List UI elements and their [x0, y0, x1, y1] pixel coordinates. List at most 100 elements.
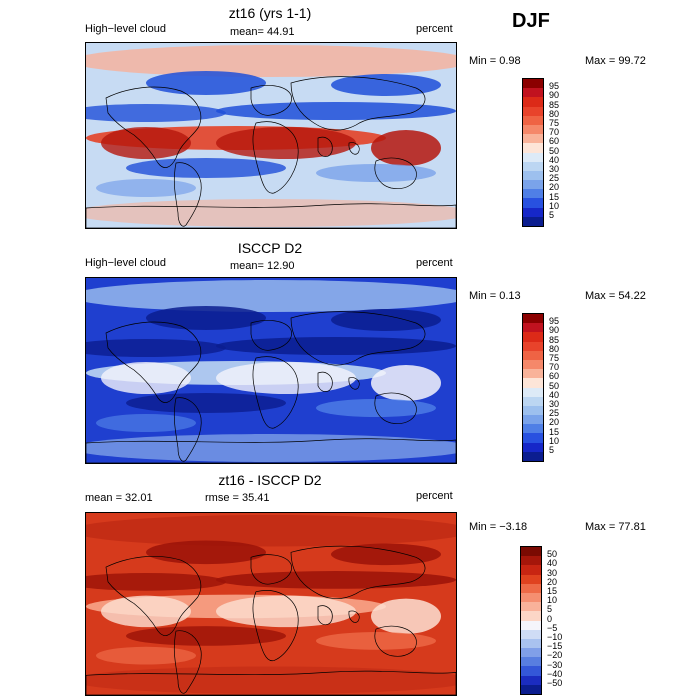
colorbar-cell — [523, 433, 543, 442]
panel-2-title: ISCCP D2 — [85, 240, 455, 256]
panel-2-units: percent — [416, 257, 453, 269]
panel-2-colorbar — [522, 313, 544, 462]
panel-3-max: Max = 77.81 — [585, 521, 646, 533]
field-contour — [316, 164, 436, 182]
field-contour — [216, 571, 456, 589]
colorbar-cell — [523, 180, 543, 189]
colorbar-cell — [523, 116, 543, 125]
colorbar-cell — [523, 406, 543, 415]
colorbar-cell — [521, 630, 541, 639]
field-contour — [86, 280, 456, 312]
panel-3-title: zt16 - ISCCP D2 — [85, 472, 455, 488]
panel-1-colorbar — [522, 78, 544, 227]
colorbar-cell — [521, 611, 541, 620]
colorbar-cell — [521, 565, 541, 574]
panel-1-stat: mean= 44.91 — [230, 26, 295, 38]
field-contour — [331, 543, 441, 565]
colorbar-cell — [523, 134, 543, 143]
season-label: DJF — [512, 10, 550, 33]
colorbar-cell — [523, 397, 543, 406]
panel-2-stat: mean= 12.90 — [230, 260, 295, 272]
field-contour — [331, 74, 441, 96]
colorbar-cell — [523, 107, 543, 116]
colorbar-cell — [523, 342, 543, 351]
map-svg — [86, 278, 456, 463]
colorbar-cell — [523, 415, 543, 424]
field-contour — [216, 102, 456, 120]
colorbar-cell — [523, 88, 543, 97]
field-contour — [86, 515, 456, 546]
field-contour — [146, 541, 266, 565]
colorbar-tick-label: 5 — [549, 445, 554, 455]
colorbar-cell — [523, 424, 543, 433]
field-contour — [316, 632, 436, 650]
colorbar-cell — [523, 171, 543, 180]
panel-3-mean: mean = 32.01 — [85, 492, 153, 504]
colorbar-cell — [523, 217, 543, 226]
colorbar-cell — [521, 575, 541, 584]
panel-2-variable: High−level cloud — [85, 257, 166, 269]
colorbar-cell — [523, 369, 543, 378]
field-contour — [86, 434, 456, 462]
colorbar-cell — [521, 621, 541, 630]
field-contour — [216, 362, 356, 394]
colorbar-cell — [523, 332, 543, 341]
colorbar-cell — [521, 676, 541, 685]
colorbar-cell — [521, 547, 541, 556]
colorbar-cell — [523, 452, 543, 461]
colorbar-cell — [523, 314, 543, 323]
colorbar-cell — [521, 648, 541, 657]
field-contour — [96, 647, 196, 665]
panel-1-units: percent — [416, 23, 453, 35]
panel-1-title: zt16 (yrs 1-1) — [85, 5, 455, 21]
colorbar-tick-label: 5 — [549, 210, 554, 220]
field-contour — [316, 399, 436, 417]
colorbar-cell — [521, 639, 541, 648]
colorbar-cell — [523, 351, 543, 360]
field-contour — [216, 337, 456, 355]
field-contour — [216, 127, 356, 159]
colorbar-cell — [521, 685, 541, 694]
colorbar-cell — [523, 378, 543, 387]
panel-1-max: Max = 99.72 — [585, 55, 646, 67]
colorbar-cell — [523, 143, 543, 152]
field-contour — [126, 158, 286, 178]
map-svg — [86, 43, 456, 228]
field-contour — [216, 596, 356, 627]
map-svg — [86, 513, 456, 695]
field-contour — [86, 666, 456, 694]
colorbar-cell — [521, 584, 541, 593]
panel-1-map — [85, 42, 457, 229]
panel-3-units: percent — [416, 490, 453, 502]
colorbar-cell — [523, 388, 543, 397]
field-contour — [126, 393, 286, 413]
panel-3-min: Min = −3.18 — [469, 521, 527, 533]
field-contour — [86, 45, 456, 77]
field-contour — [86, 199, 456, 227]
colorbar-cell — [523, 97, 543, 106]
panel-2-max: Max = 54.22 — [585, 290, 646, 302]
field-contour — [96, 179, 196, 197]
field-contour — [146, 306, 266, 330]
panel-2-min: Min = 0.13 — [469, 290, 521, 302]
colorbar-cell — [521, 657, 541, 666]
panel-2-map — [85, 277, 457, 464]
field-contour — [96, 414, 196, 432]
panel-3-rmse: rmse = 35.41 — [205, 492, 270, 504]
panel-3-map — [85, 512, 457, 696]
colorbar-cell — [523, 360, 543, 369]
colorbar-cell — [523, 323, 543, 332]
panel-1-min: Min = 0.98 — [469, 55, 521, 67]
colorbar-cell — [523, 162, 543, 171]
colorbar-cell — [523, 153, 543, 162]
colorbar-cell — [523, 189, 543, 198]
colorbar-cell — [523, 443, 543, 452]
field-contour — [146, 71, 266, 95]
colorbar-cell — [521, 602, 541, 611]
colorbar-cell — [523, 79, 543, 88]
colorbar-cell — [521, 593, 541, 602]
colorbar-cell — [523, 125, 543, 134]
colorbar-cell — [523, 198, 543, 207]
field-contour — [331, 309, 441, 331]
colorbar-cell — [521, 666, 541, 675]
